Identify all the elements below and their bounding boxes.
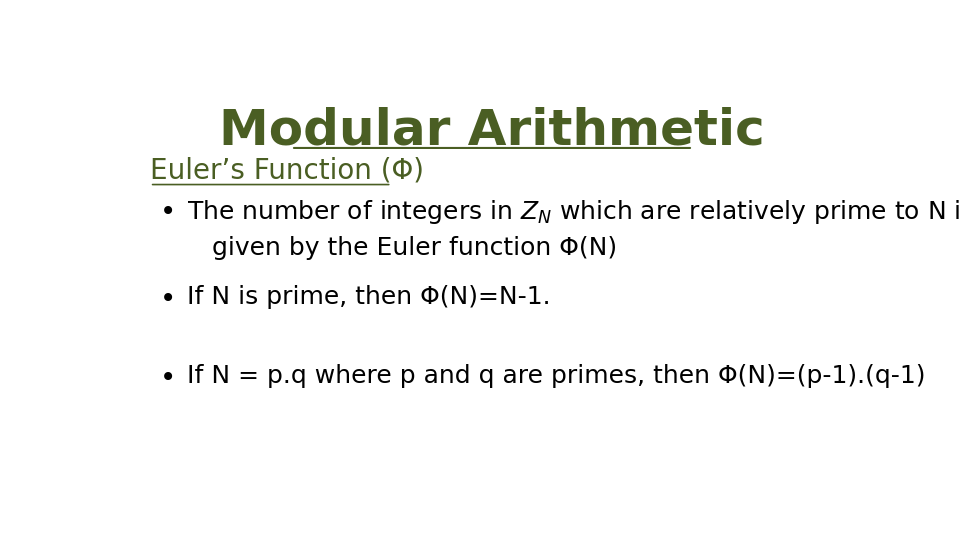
Text: Euler’s Function (Φ): Euler’s Function (Φ) — [150, 156, 423, 184]
Text: The number of integers in $Z_N$ which are relatively prime to N is: The number of integers in $Z_N$ which ar… — [187, 198, 960, 226]
Text: •: • — [160, 364, 177, 392]
Text: given by the Euler function Φ(N): given by the Euler function Φ(N) — [211, 236, 616, 260]
Text: If N = p.q where p and q are primes, then Φ(N)=(p-1).(q-1): If N = p.q where p and q are primes, the… — [187, 364, 925, 388]
Text: •: • — [160, 285, 177, 313]
Text: •: • — [160, 198, 177, 226]
Text: Modular Arithmetic: Modular Arithmetic — [219, 106, 765, 154]
Text: If N is prime, then Φ(N)=N-1.: If N is prime, then Φ(N)=N-1. — [187, 285, 551, 309]
